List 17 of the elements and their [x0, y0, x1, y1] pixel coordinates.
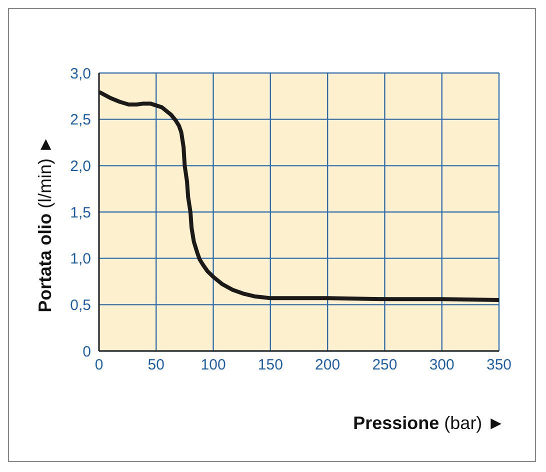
y-tick-label: 0 [82, 343, 91, 360]
y-tick-label: 0,5 [70, 296, 91, 314]
x-tick-label: 150 [258, 356, 283, 374]
x-tick-label: 200 [315, 356, 340, 374]
y-tick-label: 3,0 [70, 65, 91, 82]
y-tick-label: 2,5 [70, 112, 91, 129]
y-tick-label: 1,5 [70, 204, 91, 222]
x-tick-label: 0 [94, 356, 104, 374]
y-tick-label: 1,0 [70, 250, 91, 268]
y-axis-title: Portata olio (l/min) ► [35, 136, 55, 312]
x-tick-label: 300 [429, 356, 454, 374]
x-tick-label: 100 [200, 356, 226, 374]
x-tick-label: 50 [148, 356, 164, 374]
x-tick-label: 250 [372, 356, 398, 374]
x-axis-title: Pressione (bar) ► [353, 413, 505, 433]
y-tick-label: 2,0 [70, 158, 91, 175]
x-tick-label: 350 [486, 356, 512, 374]
